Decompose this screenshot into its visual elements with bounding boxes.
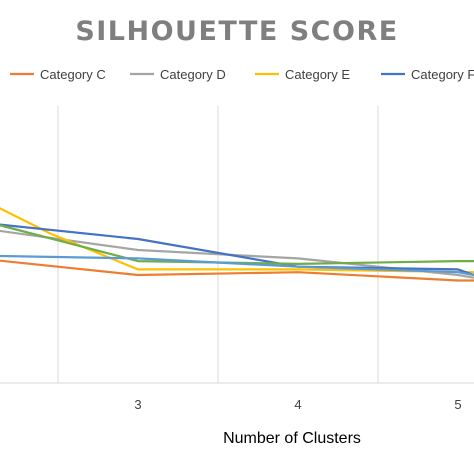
series-lines xyxy=(0,207,474,282)
legend-label: Category D xyxy=(160,67,226,82)
series-line-0 xyxy=(0,259,474,282)
legend-label: Category E xyxy=(285,67,350,82)
x-axis-title: Number of Clusters xyxy=(223,430,361,447)
series-line-1 xyxy=(0,229,474,279)
legend: Category C Category D Category E Category F xyxy=(10,67,474,82)
series-line-2 xyxy=(0,207,474,274)
gridlines xyxy=(0,106,474,384)
x-axis-ticks: 3 4 5 xyxy=(134,397,461,412)
series-line-5 xyxy=(0,254,474,277)
legend-label: Category F xyxy=(411,67,474,82)
legend-label: Category C xyxy=(40,67,106,82)
series-line-4 xyxy=(0,224,474,265)
chart-title: SILHOUETTE SCORE xyxy=(75,16,398,47)
x-tick-label: 4 xyxy=(294,397,301,412)
x-tick-label: 3 xyxy=(134,397,141,412)
x-tick-label: 5 xyxy=(454,397,461,412)
